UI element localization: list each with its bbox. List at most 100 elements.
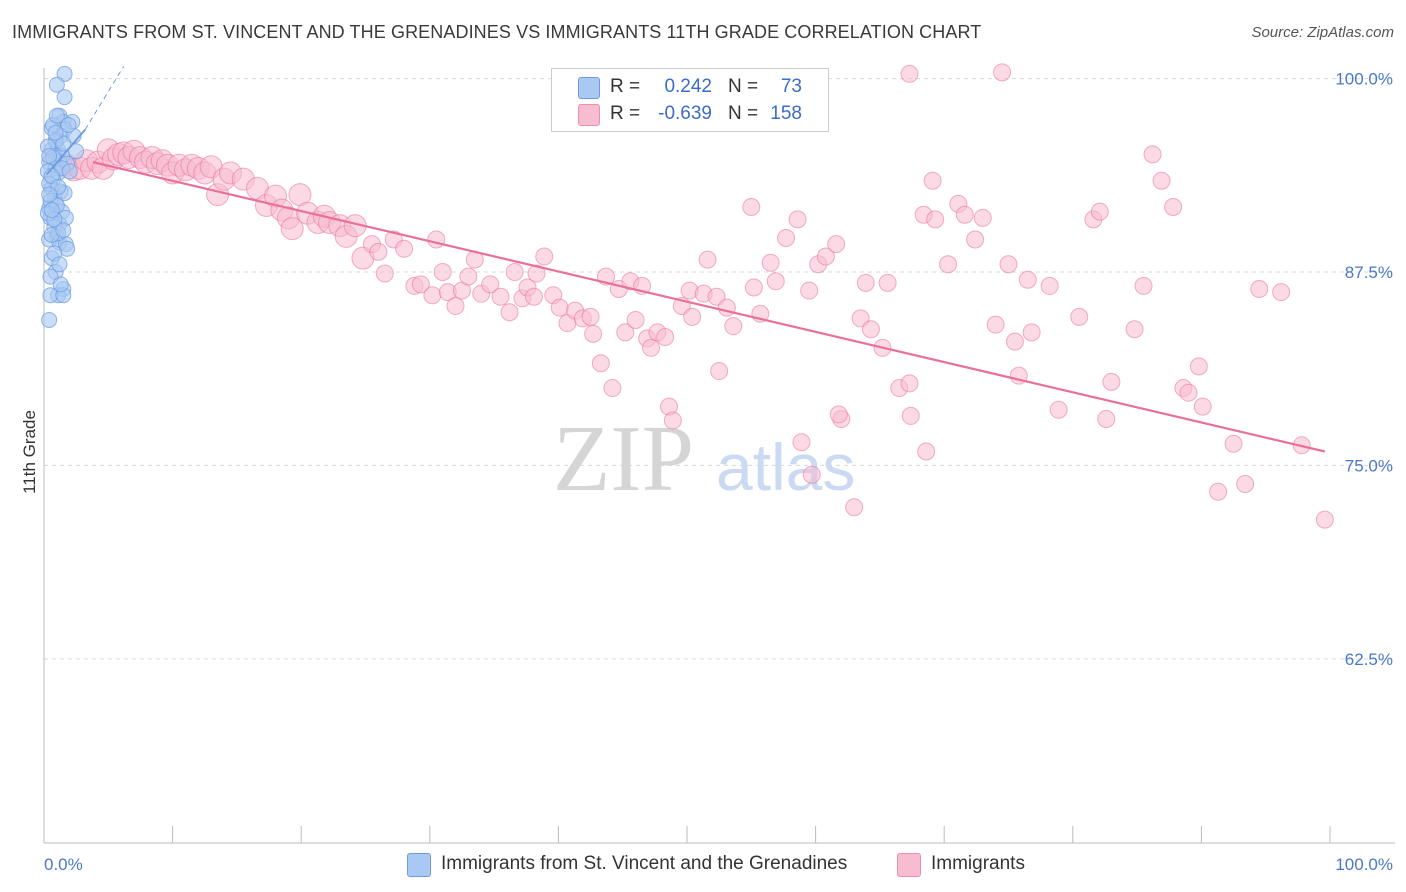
immigrants-point xyxy=(1097,410,1116,429)
legend-row-immigrants: R = -0.639 N = 158 xyxy=(552,101,828,127)
legend-n-label: N = xyxy=(728,76,759,97)
immigrants-point xyxy=(1070,307,1089,326)
immigrants-point xyxy=(395,239,414,258)
immigrants-point xyxy=(427,230,446,249)
immigrants-point xyxy=(524,287,543,306)
legend-swatch-st-vincent xyxy=(578,77,600,99)
immigrants-point xyxy=(742,198,761,217)
immigrants-point xyxy=(901,406,920,425)
immigrants-point xyxy=(724,317,743,336)
y-tick-label: 87.5% xyxy=(1345,263,1393,282)
x-tick-label-max: 100.0% xyxy=(1335,855,1393,874)
immigrants-point xyxy=(1022,323,1041,342)
immigrants-point xyxy=(481,275,500,294)
immigrants-point xyxy=(423,286,442,305)
immigrants-point xyxy=(1315,510,1334,529)
immigrants-point xyxy=(845,498,864,517)
immigrants-point xyxy=(500,303,519,322)
immigrants-point xyxy=(955,205,974,224)
legend-n-label: N = xyxy=(728,103,759,124)
st-vincent-point xyxy=(48,76,65,93)
st-vincent-point xyxy=(48,107,65,124)
immigrants-point xyxy=(829,405,848,424)
legend-r-label: R = xyxy=(610,103,641,124)
immigrants-point xyxy=(800,281,819,300)
immigrants-points xyxy=(55,63,1334,529)
legend-r-value: 0.242 xyxy=(664,76,712,97)
immigrants-point xyxy=(1102,372,1121,391)
immigrants-point xyxy=(626,310,645,329)
immigrants-point xyxy=(505,262,524,281)
y-tick-label: 100.0% xyxy=(1335,70,1393,89)
immigrants-point xyxy=(878,273,897,292)
immigrants-point xyxy=(766,272,785,291)
immigrants-point xyxy=(856,273,875,292)
legend-n-value: 73 xyxy=(780,76,802,97)
immigrants-point xyxy=(535,247,554,266)
immigrants-point xyxy=(827,235,846,254)
st-vincent-points xyxy=(39,65,85,328)
immigrants-point xyxy=(1143,145,1162,164)
immigrants-point xyxy=(923,171,942,190)
immigrants-point xyxy=(939,255,958,274)
immigrants-point xyxy=(1134,276,1153,295)
st-vincent-trendline-line xyxy=(45,128,86,176)
stats-legend: R = 0.242 N = 73 R = -0.639 N = 158 xyxy=(551,68,829,132)
immigrants-point xyxy=(375,264,394,283)
immigrants-point xyxy=(683,307,702,326)
immigrants-point xyxy=(603,379,622,398)
st-vincent-point xyxy=(60,116,77,133)
bottom-legend-immigrants[interactable]: Immigrants xyxy=(897,852,1047,878)
bottom-legend-st-vincent[interactable]: Immigrants from St. Vincent and the Gren… xyxy=(407,852,877,878)
y-tick-label: 75.0% xyxy=(1345,456,1393,475)
immigrants-point xyxy=(777,228,796,247)
immigrants-point xyxy=(411,275,430,294)
immigrants-point xyxy=(900,64,919,83)
immigrants-point xyxy=(993,63,1012,82)
immigrants-trendline xyxy=(92,161,1326,453)
st-vincent-point xyxy=(55,222,72,239)
st-vincent-point xyxy=(61,163,78,180)
immigrants-point xyxy=(1179,383,1198,402)
immigrants-point xyxy=(788,210,807,229)
st-vincent-point xyxy=(41,147,58,164)
watermark-atlas: atlas xyxy=(716,430,855,504)
immigrants-point xyxy=(1236,474,1255,493)
immigrants-point xyxy=(491,287,510,306)
st-vincent-trendline-extension xyxy=(84,65,125,130)
immigrants-point xyxy=(966,230,985,249)
immigrants-point xyxy=(584,324,603,343)
immigrants-point xyxy=(433,262,452,281)
immigrants-point xyxy=(744,278,763,297)
immigrants-point xyxy=(459,267,478,286)
immigrants-point xyxy=(792,433,811,452)
chart-title: IMMIGRANTS FROM ST. VINCENT AND THE GREN… xyxy=(12,22,982,42)
y-tick-label: 62.5% xyxy=(1345,650,1393,669)
immigrants-point xyxy=(1250,280,1269,299)
legend-n-value: 158 xyxy=(770,103,802,124)
st-vincent-point xyxy=(41,186,58,203)
bottom-legend-swatch-immigrants xyxy=(897,853,921,877)
legend-r-value: -0.639 xyxy=(658,103,712,124)
st-vincent-point xyxy=(43,202,60,219)
immigrants-point xyxy=(1090,202,1109,221)
immigrants-trendline-line xyxy=(92,161,1326,453)
x-tick-label-min: 0.0% xyxy=(44,855,83,874)
immigrants-point xyxy=(926,210,945,229)
st-vincent-point xyxy=(41,311,58,328)
bottom-legend-label-st-vincent: Immigrants from St. Vincent and the Gren… xyxy=(441,853,848,874)
immigrants-point xyxy=(761,253,780,272)
immigrants-point xyxy=(280,217,304,241)
immigrants-point xyxy=(917,442,936,461)
bottom-legend-swatch-st-vincent xyxy=(407,853,431,877)
immigrants-point xyxy=(1005,332,1024,351)
immigrants-point xyxy=(698,250,717,269)
immigrants-point xyxy=(710,362,729,381)
immigrants-point xyxy=(369,242,388,261)
immigrants-point xyxy=(663,411,682,430)
immigrants-point xyxy=(1049,400,1068,419)
immigrants-point xyxy=(1193,397,1212,416)
legend-r-label: R = xyxy=(610,76,641,97)
immigrants-point xyxy=(816,247,835,266)
